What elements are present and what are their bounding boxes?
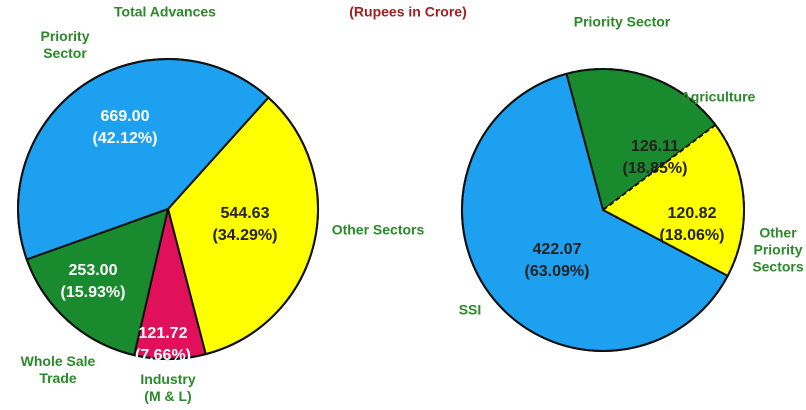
value-label: 126.11 [630,138,680,155]
category-label: Industry (M & L) [140,371,196,404]
percentage-label: (18.85%) [622,160,688,177]
value-label: 121.72 [138,325,188,342]
value-label: 253.00 [68,262,118,279]
chart-title: Priority Sector [573,13,671,30]
chart-title: Total Advances [114,3,216,20]
percentage-label: (63.09%) [524,263,590,280]
category-label: Other Priority Sectors [752,224,804,275]
category-label: Other Sectors [331,221,425,238]
percentage-label: (18.06%) [659,227,725,244]
percentage-label: (7.66%) [134,347,192,364]
category-label: SSI [458,301,482,318]
value-label: 544.63 [220,205,270,222]
subtitle: (Rupees in Crore) [349,3,467,20]
category-label: Priority Sector [40,28,90,61]
pie-outline [17,58,319,360]
value-label: 120.82 [667,205,717,222]
value-label: 669.00 [100,108,150,125]
category-label: Whole Sale Trade [20,353,96,386]
percentage-label: (34.29%) [212,227,278,244]
percentage-label: (15.93%) [60,284,126,301]
percentage-label: (42.12%) [92,130,158,147]
value-label: 422.07 [532,241,582,258]
pie-outline [461,68,745,352]
category-label: Agriculture [680,88,756,105]
